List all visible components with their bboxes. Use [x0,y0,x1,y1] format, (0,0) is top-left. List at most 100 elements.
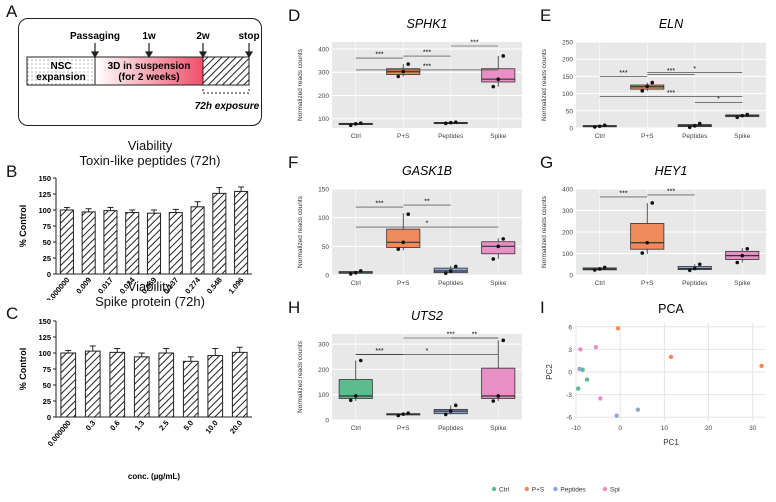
data-point [692,124,697,128]
viability-c-title-line1: Viability [127,279,173,294]
data-point [697,262,702,267]
timeline-diagram: NSC expansion 3D in suspension (for 2 we… [26,31,260,112]
data-point [501,237,506,241]
significance-label: *** [470,40,478,47]
plot-background [332,189,522,275]
x-tick-label: P+S [641,280,654,287]
legend-label: Peptides [560,487,586,494]
y-tick-label: 400 [318,46,329,53]
box [338,379,373,399]
data-point [396,74,401,79]
panel-letter-i: I [540,298,545,317]
data-point [358,358,363,363]
w1-label: 1w [142,31,156,42]
data-point [401,412,406,416]
data-point [401,240,406,245]
x-tick-label: Peptides [438,133,464,140]
y-tick-label: 3 [568,347,572,354]
data-point [353,394,358,398]
x-tick-label: 10.0 [203,419,219,436]
significance-label: *** [375,201,383,208]
viability-b-title-line2: Toxin-like peptides (72h) [79,153,221,168]
y-tick-label: 150 [318,187,329,194]
x-tick-label: 10 [661,425,669,432]
data-point [406,212,411,217]
x-tick-label: Peptides [438,425,464,432]
data-point [443,271,448,276]
legend-label: Ctrl [499,487,510,494]
x-tick-label: 0.6 [108,419,122,433]
data-point [348,272,353,276]
y-tick-label: 50 [43,381,51,390]
y-tick-label: 0 [569,273,573,280]
pca-point [577,366,582,372]
panel-letter-h: H [288,298,301,317]
y-tick-label: 6 [568,324,572,331]
panel-letter-g: G [540,153,554,172]
pca-point [614,413,619,418]
significance-label: * [426,348,429,355]
bar [182,360,199,418]
data-point [353,122,358,126]
significance-label: *** [667,68,675,75]
bar [109,351,126,418]
x-tick-label: P+S [397,133,410,140]
bar [60,352,77,418]
exposure-bracket [202,89,250,94]
bar [190,206,205,275]
x-tick-label: 0.069 [140,276,159,296]
x-axis-label: conc. (µg/mL) [128,472,181,481]
x-tick-label: Spike [734,133,751,140]
data-point [645,84,650,89]
passaging-arrowhead [90,51,100,59]
w1-arrowhead [144,51,154,59]
data-point [448,120,453,125]
significance-label: *** [619,70,627,77]
data-point [448,409,453,413]
x-tick-label: 0.017 [96,276,115,296]
significance-label: *** [423,50,431,57]
y-tick-label: -6 [566,415,572,422]
data-point [453,120,458,124]
data-point [745,112,750,117]
viability-c-title-line2: Spike protein (72h) [95,294,205,309]
y-tick-label: 300 [318,342,329,349]
x-tick-label: 20.0 [228,419,244,436]
x-tick-label: Ctrl [351,425,362,432]
legend-marker [524,486,529,492]
significance-label: * [693,66,696,73]
gene-title: ELN [659,17,684,31]
significance-label: *** [375,348,383,355]
pca-point [578,347,583,352]
y-tick-label: 0 [569,126,573,133]
data-point [735,115,740,120]
bar [125,212,140,275]
suspension-block [94,56,204,86]
panel-letter-e: E [540,6,552,25]
bar-chart-c: % Control 0 25 50 75 100 125 150 0.000000 0.3 0.6 1… [18,317,252,481]
legend-marker [602,486,608,492]
x-tick-label: 0 [618,425,622,432]
y-axis-label: % Control [18,348,28,391]
pca-scatter: PCA -10 0 10 20 30 -6 -3 0 3 6 PC1 PC2 [545,302,766,445]
gene-title: GASK1B [402,164,452,178]
data-point [358,121,363,125]
significance-label: ** [424,199,430,206]
pca-point [584,377,590,382]
x-tick-label: 1.3 [133,419,147,433]
y-tick-label: 0 [568,370,572,377]
data-point [353,270,358,275]
x-tick-label: Ctrl [595,133,606,140]
y-axis-label: PC2 [545,364,554,380]
data-point [443,121,448,126]
data-point [496,394,501,398]
y-tick-label: 100 [562,91,573,98]
data-point [491,399,496,403]
x-tick-label: 20 [705,425,713,432]
x-tick-label: 0.137 [161,276,180,296]
stop-arrowhead [244,51,254,59]
pca-legend: Ctrl P+S Peptides Spike [491,486,620,494]
timeline-box: NSC expansion 3D in suspension (for 2 we… [18,18,262,126]
panel-letter-a: A [6,2,18,21]
